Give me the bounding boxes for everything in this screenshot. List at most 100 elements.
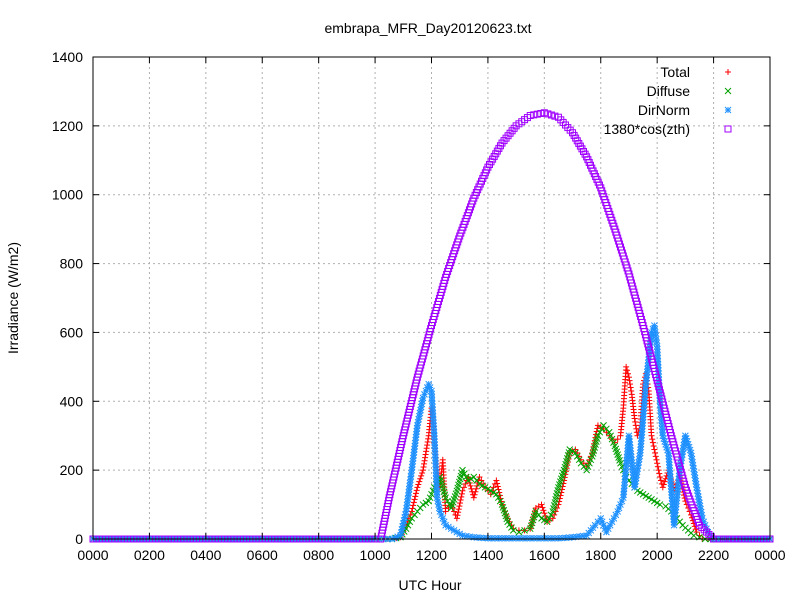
data-point: [428, 490, 435, 498]
data-point: [665, 458, 673, 466]
data-point: [530, 111, 538, 119]
x-tick-label: 2000: [642, 547, 673, 563]
data-point: [584, 463, 592, 471]
y-tick-label: 1200: [52, 118, 83, 134]
data-point: [413, 487, 420, 494]
data-point: [656, 474, 663, 481]
data-point: [586, 459, 593, 467]
data-point: [617, 459, 624, 467]
data-point: [434, 497, 442, 505]
data-point: [703, 528, 711, 536]
data-point: [650, 443, 657, 450]
data-point: [472, 488, 479, 495]
data-point: [654, 460, 661, 467]
data-point: [490, 484, 497, 491]
data-point: [506, 521, 513, 529]
data-point: [412, 493, 419, 500]
data-point: [432, 457, 439, 464]
data-point: [508, 127, 516, 135]
data-point: [545, 514, 553, 522]
data-point: [652, 453, 659, 460]
data-point: [627, 384, 634, 391]
x-tick-label: 0200: [134, 547, 165, 563]
data-point: [440, 518, 448, 526]
data-point: [575, 456, 583, 464]
data-point: [431, 444, 439, 452]
x-tick-label: 1200: [416, 547, 447, 563]
data-point: [662, 475, 669, 482]
data-point: [422, 451, 429, 458]
data-point: [417, 475, 424, 482]
legend: Total Diffuse DirNorm 1380*cos(zth): [604, 64, 732, 137]
y-tick-label: 200: [60, 462, 84, 478]
data-point: [498, 139, 506, 147]
data-point: [424, 438, 431, 445]
legend-marker: [724, 106, 732, 114]
data-point: [649, 436, 656, 443]
data-point: [412, 490, 419, 497]
data-point: [460, 484, 467, 491]
y-tick-label: 600: [60, 324, 84, 340]
data-point: [423, 445, 430, 452]
data-point: [698, 524, 706, 532]
data-point: [422, 454, 429, 461]
data-point: [537, 109, 545, 117]
data-point: [653, 456, 660, 463]
data-point: [456, 503, 463, 510]
data-point: [656, 501, 664, 508]
data-point: [410, 502, 417, 509]
data-point: [552, 508, 559, 515]
legend-label: DirNorm: [638, 102, 690, 118]
x-tick-label: 1600: [529, 547, 560, 563]
data-point: [416, 478, 423, 485]
data-point: [551, 112, 559, 120]
x-tick-label: 0000: [754, 547, 785, 563]
data-point: [665, 455, 673, 463]
data-point: [506, 129, 514, 137]
data-point: [473, 485, 480, 492]
x-tick-label: 0400: [190, 547, 221, 563]
data-point: [432, 463, 440, 471]
data-point: [504, 132, 512, 140]
data-point: [649, 439, 656, 446]
data-point: [627, 381, 634, 388]
data-point: [625, 370, 632, 377]
data-point: [426, 384, 434, 391]
data-point: [455, 509, 462, 516]
data-point: [700, 526, 708, 534]
data-point: [666, 470, 674, 478]
data-point: [625, 374, 632, 381]
data-point: [414, 484, 421, 491]
data-point: [432, 460, 439, 467]
data-point: [540, 109, 548, 117]
data-point: [471, 491, 478, 498]
data-point: [573, 453, 581, 460]
data-point: [652, 449, 659, 456]
grid: [93, 57, 770, 539]
data-point: [458, 493, 465, 500]
data-point: [628, 387, 635, 394]
data-point: [685, 443, 693, 451]
data-point: [421, 460, 428, 467]
data-point: [666, 473, 674, 481]
data-point: [533, 110, 541, 118]
data-point: [521, 527, 528, 534]
data-point: [631, 415, 638, 422]
data-point: [424, 442, 431, 449]
data-point: [410, 499, 417, 506]
data-point: [402, 508, 410, 515]
data-point: [420, 464, 427, 471]
y-axis-label: Irradiance (W/m2): [5, 242, 21, 354]
y-tick-label: 800: [60, 256, 84, 272]
data-point: [660, 481, 667, 488]
data-point: [594, 432, 602, 440]
data-point: [458, 490, 465, 497]
data-point: [572, 446, 579, 453]
chart-title: embrapa_MFR_Day20120623.txt: [324, 20, 531, 36]
data-point: [439, 514, 447, 522]
data-point: [462, 480, 469, 487]
axes-ticks: 0000 0200 0400 0600 0800 1000 1200 1400 1600 1800…: [52, 49, 786, 563]
data-point: [466, 479, 473, 486]
data-point: [562, 468, 569, 475]
data-point: [421, 457, 428, 464]
